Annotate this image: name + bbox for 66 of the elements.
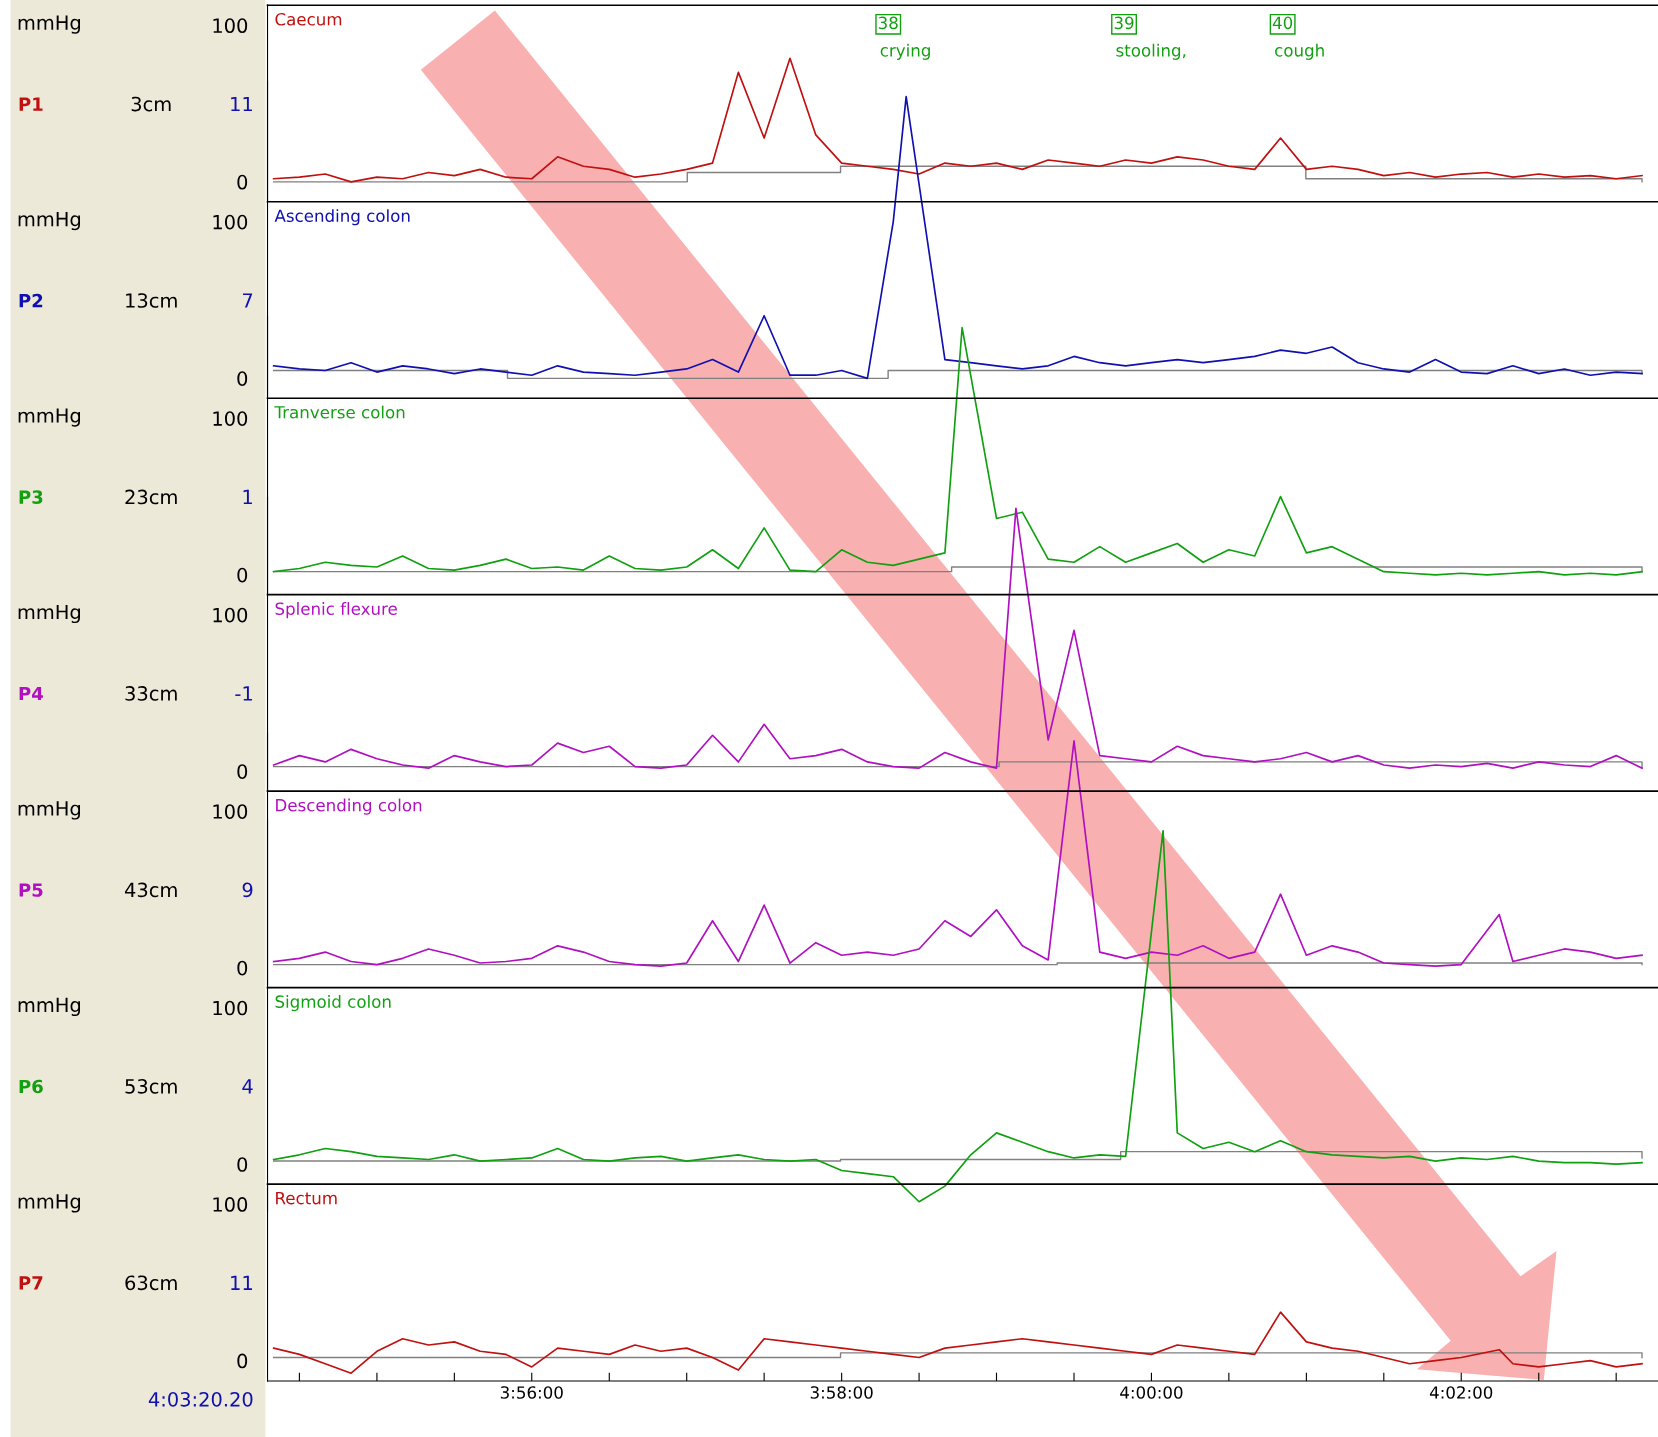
- line-series: [272, 1311, 1643, 1375]
- annotation: 38: [878, 16, 898, 30]
- text: 3cm: [131, 96, 171, 112]
- y-tick-label: 100: [213, 18, 248, 34]
- chart-title: Caecum: [275, 12, 342, 26]
- y-tick-label: 100: [213, 411, 248, 426]
- text: P4: [19, 686, 43, 701]
- text: Descending colon: [276, 798, 422, 815]
- y-tick-label: 0: [237, 764, 248, 779]
- y-axis-title: mmHg: [18, 997, 80, 1017]
- text: -1: [235, 686, 252, 701]
- y-tick-label: 100: [213, 1197, 248, 1212]
- text: 7: [243, 293, 253, 308]
- text: Tranverse colon: [274, 405, 405, 419]
- x-tick-label: 3:58:00: [810, 1386, 873, 1399]
- chart-title: Rectum: [276, 1191, 337, 1205]
- y-axis-title: mmHg: [18, 408, 80, 427]
- y-tick-label: 0: [237, 174, 248, 190]
- y-tick-label: 100: [213, 214, 248, 230]
- text: P1: [19, 97, 43, 111]
- text: 1: [243, 489, 252, 505]
- y-tick-label: 100: [213, 607, 248, 623]
- y-tick-label: 0: [237, 1157, 248, 1172]
- line-series: [272, 507, 1643, 769]
- y-tick-label: 0: [237, 960, 248, 976]
- text: P5: [19, 883, 43, 897]
- line-series: [272, 739, 1643, 968]
- y-tick-label: 0: [237, 567, 248, 583]
- text: 9: [242, 882, 253, 898]
- text: 4:03:20.20: [148, 1391, 253, 1407]
- text: 11: [231, 1275, 252, 1290]
- text: P3: [19, 490, 43, 504]
- text: P7: [19, 1276, 43, 1290]
- y-axis-title: mmHg: [18, 211, 80, 231]
- annotation: cough: [1275, 43, 1324, 60]
- line-series: [272, 830, 1643, 1203]
- annotation: 40: [1272, 16, 1293, 30]
- line-series: [272, 326, 1643, 576]
- text: 4: [242, 1079, 253, 1094]
- annotation: stooling,: [1116, 43, 1186, 60]
- text: 43cm: [124, 882, 177, 898]
- x-tick-label: 4:00:00: [1120, 1386, 1183, 1399]
- text: 23cm: [125, 489, 177, 505]
- text: Ascending colon: [274, 209, 410, 226]
- annotation: 39: [1114, 16, 1134, 30]
- y-tick-label: 0: [237, 371, 248, 386]
- annotation: crying: [880, 43, 930, 60]
- text: 13cm: [126, 293, 177, 308]
- line-series: [272, 95, 1643, 380]
- y-tick-label: 100: [213, 804, 248, 819]
- text: 11: [231, 96, 252, 112]
- text: Sigmoid colon: [275, 995, 391, 1012]
- text: 63cm: [125, 1275, 177, 1291]
- x-tick-label: 3:56:00: [500, 1386, 563, 1399]
- text: 53cm: [125, 1079, 177, 1094]
- text: P6: [19, 1079, 43, 1094]
- y-tick-label: 0: [237, 1353, 248, 1369]
- text: Splenic flexure: [275, 602, 397, 619]
- y-axis-title: mmHg: [18, 801, 80, 820]
- text: P2: [19, 293, 43, 308]
- y-axis-title: mmHg: [18, 1194, 80, 1213]
- y-axis-title: mmHg: [18, 15, 80, 34]
- y-axis-title: mmHg: [18, 604, 80, 624]
- x-tick-label: 4:02:00: [1429, 1386, 1493, 1399]
- text: 33cm: [125, 686, 177, 701]
- y-tick-label: 100: [213, 1000, 248, 1016]
